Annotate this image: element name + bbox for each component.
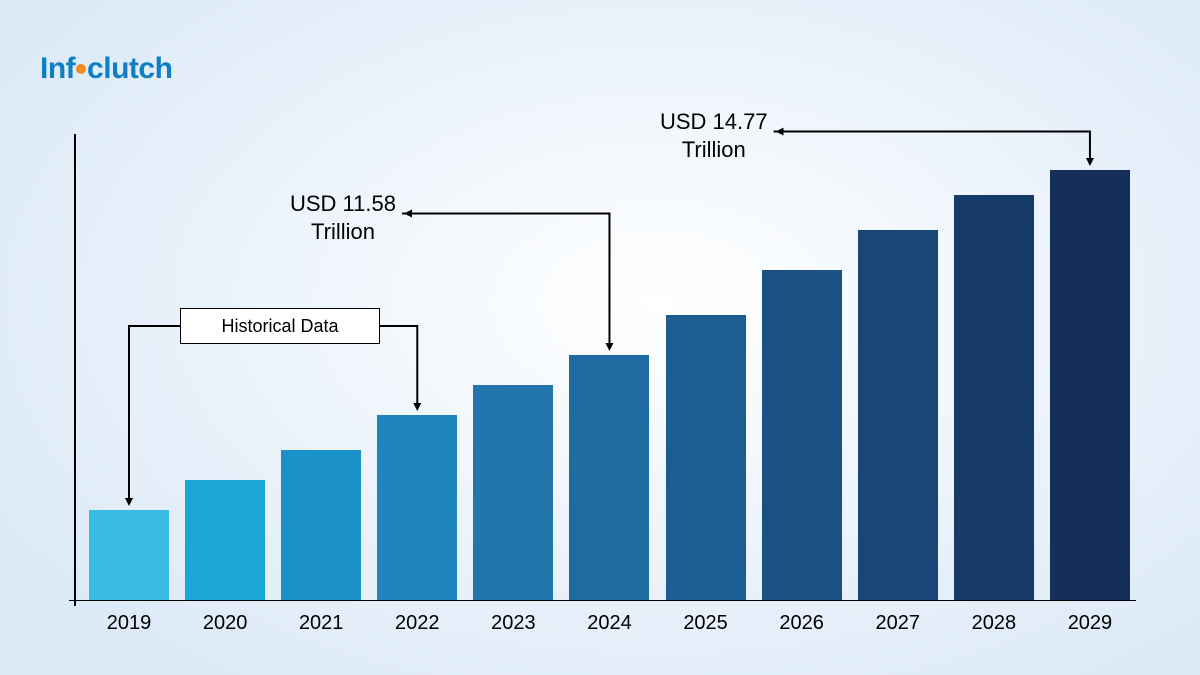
bar-2025 [666, 315, 746, 600]
bar-2029 [1050, 170, 1130, 600]
x-label-2021: 2021 [281, 612, 361, 635]
callout-end-line1: USD 14.77 [660, 108, 768, 136]
logo-dot-icon [76, 64, 86, 74]
bar-chart [75, 140, 1130, 600]
bar-2026 [762, 270, 842, 600]
x-label-2022: 2022 [377, 612, 457, 635]
callout-mid-line1: USD 11.58 [290, 190, 396, 218]
bar-2023 [473, 385, 553, 600]
x-label-2028: 2028 [954, 612, 1034, 635]
historical-data-text: Historical Data [221, 316, 338, 337]
x-label-2020: 2020 [185, 612, 265, 635]
bar-2022 [377, 415, 457, 600]
callout-end: USD 14.77 Trillion [660, 108, 768, 163]
x-label-2019: 2019 [89, 612, 169, 635]
bar-2021 [281, 450, 361, 600]
bar-2020 [185, 480, 265, 600]
logo-text-left: Inf [40, 52, 75, 86]
bar-2027 [858, 230, 938, 600]
historical-data-label: Historical Data [180, 308, 380, 344]
brand-logo: Inf clutch [40, 52, 172, 86]
callout-mid-line2: Trillion [290, 218, 396, 246]
x-label-2029: 2029 [1050, 612, 1130, 635]
bar-2019 [89, 510, 169, 600]
logo-text-right: clutch [87, 52, 172, 86]
x-label-2025: 2025 [666, 612, 746, 635]
callout-end-line2: Trillion [660, 136, 768, 164]
x-axis-labels: 2019 2020 2021 2022 2023 2024 2025 2026 2027 2028… [89, 612, 1130, 635]
x-label-2026: 2026 [762, 612, 842, 635]
x-label-2024: 2024 [569, 612, 649, 635]
x-label-2023: 2023 [473, 612, 553, 635]
y-axis [74, 134, 76, 606]
x-axis [69, 600, 1136, 602]
bars-container [75, 140, 1130, 600]
callout-mid: USD 11.58 Trillion [290, 190, 396, 245]
bar-2028 [954, 195, 1034, 600]
bar-2024 [569, 355, 649, 600]
x-label-2027: 2027 [858, 612, 938, 635]
